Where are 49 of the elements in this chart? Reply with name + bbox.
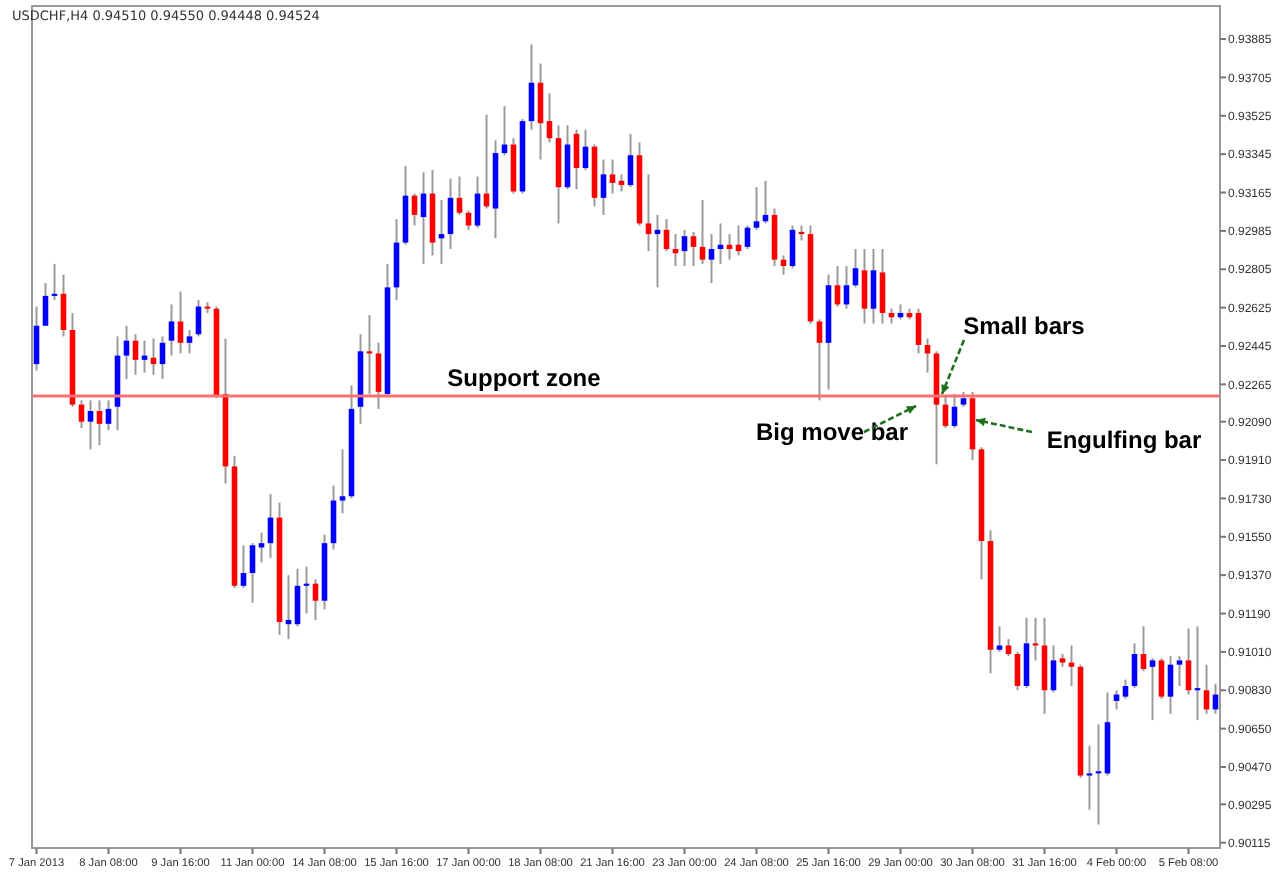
candlestick — [681, 228, 688, 268]
candlestick — [753, 186, 760, 231]
candlestick — [1176, 655, 1183, 687]
candlestick — [474, 175, 481, 229]
candlestick — [1167, 655, 1174, 715]
candlestick — [1140, 625, 1147, 673]
annotation: Big move bar — [755, 418, 909, 446]
candlestick — [96, 399, 103, 447]
candlestick — [1041, 616, 1048, 715]
candlestick — [168, 303, 175, 357]
candlestick — [690, 230, 697, 268]
candlestick — [177, 290, 184, 355]
candlestick — [708, 233, 715, 285]
candlestick — [186, 329, 193, 355]
candlestick — [1086, 744, 1093, 811]
candlestick — [240, 544, 247, 589]
candlestick — [879, 248, 886, 325]
candlestick — [456, 175, 463, 216]
ref-line-label: Support zone — [447, 364, 602, 393]
annotation: Small bars — [963, 312, 1086, 340]
candlestick — [87, 399, 94, 451]
candlestick — [870, 248, 877, 325]
candlestick — [600, 158, 607, 216]
candlestick — [645, 173, 652, 253]
candlestick — [375, 341, 382, 410]
candlestick — [1158, 657, 1165, 700]
candlestick — [339, 448, 346, 515]
candlestick — [1131, 642, 1138, 690]
candlestick — [609, 158, 616, 195]
candlestick — [1023, 616, 1030, 690]
candlestick — [249, 542, 256, 604]
candlestick — [861, 248, 868, 325]
candlestick — [771, 207, 778, 268]
candlestick — [105, 399, 112, 432]
candlestick — [1050, 644, 1057, 694]
candlestick — [1122, 678, 1129, 700]
candlestick — [699, 198, 706, 265]
candlestick — [816, 318, 823, 402]
candlestick — [1185, 627, 1192, 696]
candlestick — [1014, 650, 1021, 692]
candlestick — [996, 625, 1003, 653]
candlestick — [627, 132, 634, 189]
candlestick — [1149, 657, 1156, 722]
annotation: Engulfing bar — [1046, 426, 1202, 454]
candlestick — [123, 324, 130, 381]
candlestick — [915, 307, 922, 355]
candlestick — [42, 282, 49, 327]
candlestick — [465, 209, 472, 231]
candlestick — [402, 164, 409, 246]
